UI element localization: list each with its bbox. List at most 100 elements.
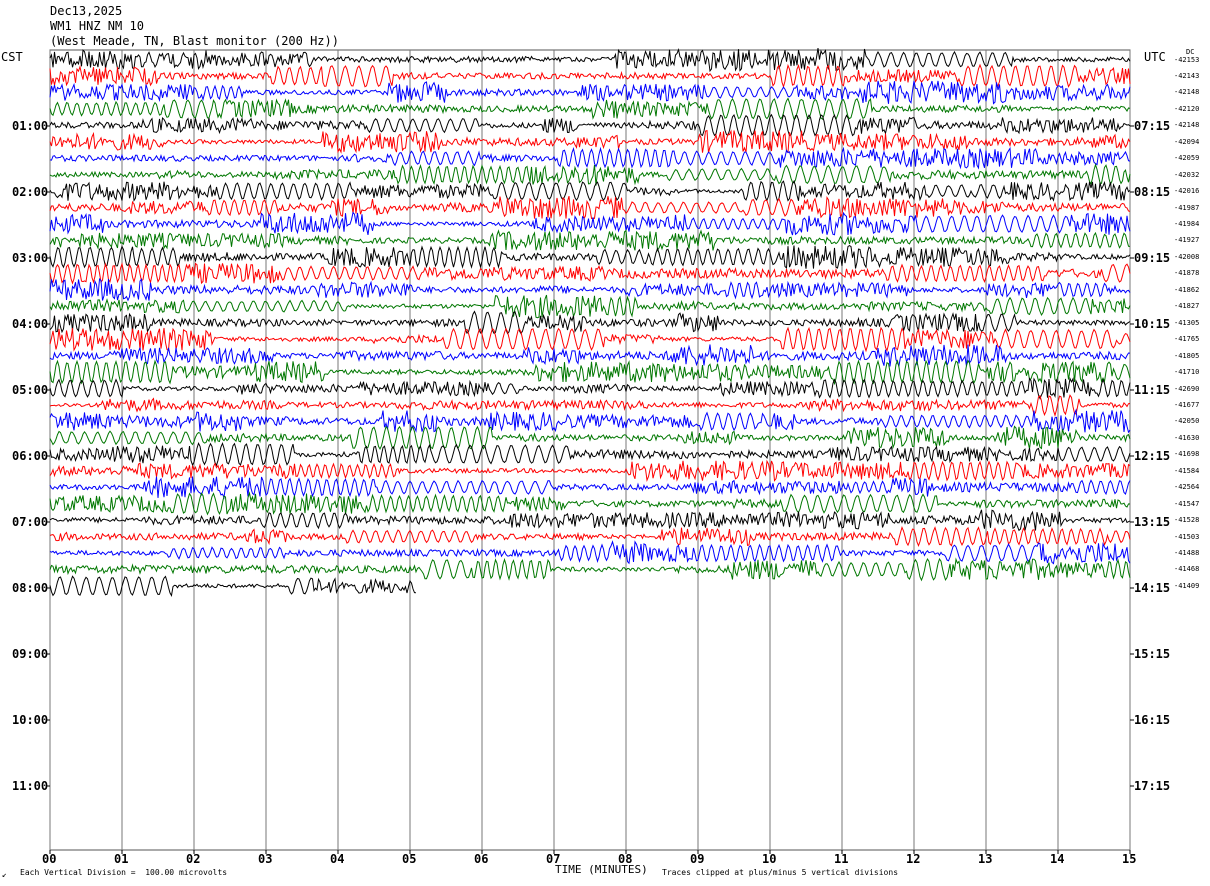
y-tick-label-left-8: 09:00 — [12, 647, 49, 661]
y-tick-label-right-5: 12:15 — [1134, 449, 1171, 463]
x-tick-group — [49, 850, 1131, 854]
x-tick-label-10: 10 — [762, 852, 777, 866]
trace-9 — [49, 179, 1131, 203]
trace-20 — [49, 359, 1131, 386]
trace-28 — [49, 491, 1131, 516]
y-tick-label-right-3: 10:15 — [1134, 317, 1171, 331]
dc-offset-11: -41984 — [1174, 220, 1200, 228]
trace-11 — [49, 211, 1131, 236]
y-tick-label-right-9: 16:15 — [1134, 713, 1171, 727]
dc-offset-17: -41305 — [1174, 318, 1200, 327]
y-tick-label-right-0: 07:15 — [1134, 119, 1171, 133]
y-tick-label-left-4: 05:00 — [12, 383, 49, 397]
trace-22 — [49, 394, 1131, 418]
x-tick-label-01: 01 — [114, 852, 129, 866]
dc-offset-4: -42120 — [1174, 104, 1200, 113]
trace-24 — [49, 425, 1131, 451]
dc-offset-30: -41503 — [1174, 532, 1200, 541]
x-tick-label-15: 15 — [1122, 852, 1137, 866]
dc-offset-22: -41677 — [1174, 400, 1200, 409]
trace-23 — [49, 408, 1131, 434]
x-tick-label-02: 02 — [186, 852, 201, 866]
trace-7 — [49, 146, 1131, 170]
dc-offset-7: -42059 — [1174, 154, 1200, 163]
y-tick-label-right-4: 11:15 — [1134, 383, 1171, 397]
y-tick-label-left-6: 07:00 — [12, 515, 49, 529]
dc-offset-28: -41547 — [1174, 499, 1200, 508]
clip-note: Traces clipped at plus/minus 5 vertical … — [662, 868, 899, 877]
y-tick-label-right-2: 09:15 — [1134, 251, 1171, 265]
x-tick-label-11: 11 — [834, 852, 849, 866]
trace-16 — [49, 294, 1131, 319]
trace-15 — [49, 278, 1131, 302]
dc-offset-18: -41765 — [1174, 335, 1200, 344]
y-tick-label-left-1: 02:00 — [12, 185, 49, 199]
dc-offset-23: -42050 — [1174, 417, 1200, 426]
x-tick-label-06: 06 — [474, 852, 489, 866]
dc-offset-9: -42016 — [1174, 187, 1200, 196]
dc-offset-1: -42153 — [1174, 55, 1200, 64]
dc-offset-3: -42148 — [1174, 88, 1200, 97]
trace-30 — [49, 526, 1131, 547]
y-tick-label-right-1: 08:15 — [1134, 185, 1171, 199]
dc-offset-21: -42690 — [1174, 384, 1200, 393]
trace-8 — [49, 163, 1131, 186]
dc-offset-5: -42148 — [1174, 121, 1200, 130]
trace-12 — [49, 229, 1131, 252]
dc-offset-29: -41528 — [1174, 516, 1200, 525]
dc-offset-33: -41409 — [1174, 581, 1200, 590]
x-tick-label-08: 08 — [618, 852, 633, 866]
x-tick-label-00: 00 — [42, 852, 57, 866]
trace-27 — [49, 476, 1131, 500]
dc-offset-20: -41710 — [1174, 368, 1200, 377]
trace-21 — [49, 376, 1131, 400]
y-tick-label-left-9: 10:00 — [12, 713, 49, 727]
y-tick-label-left-2: 03:00 — [12, 251, 49, 265]
x-tick-label-05: 05 — [402, 852, 417, 866]
dc-offset-12: -41927 — [1174, 236, 1200, 245]
dc-offset-19: -41805 — [1174, 351, 1200, 360]
trace-2 — [49, 63, 1131, 89]
trace-10 — [49, 195, 1131, 221]
trace-31 — [49, 540, 1131, 565]
trace-32 — [49, 557, 1131, 582]
y-tick-label-left-5: 06:00 — [12, 449, 49, 463]
trace-group — [49, 47, 1131, 597]
trace-25 — [49, 441, 1131, 467]
y-tick-label-left-0: 01:00 — [12, 119, 49, 133]
dc-offset-32: -41468 — [1174, 565, 1200, 574]
header-station: WM1 HNZ NM 10 — [50, 19, 144, 33]
dc-offset-13: -42008 — [1174, 252, 1200, 261]
y-tick-label-left-3: 04:00 — [12, 317, 49, 331]
x-tick-label-07: 07 — [546, 852, 561, 866]
trace-17 — [49, 310, 1131, 335]
y-tick-label-right-8: 15:15 — [1134, 647, 1171, 661]
trace-3 — [49, 80, 1131, 105]
dc-offset-31: -41488 — [1174, 549, 1200, 557]
right-axis-label: UTC — [1144, 50, 1166, 64]
x-tick-label-13: 13 — [978, 852, 993, 866]
dc-offset-27: -42564 — [1174, 483, 1200, 492]
x-tick-label-04: 04 — [330, 852, 345, 866]
y-tick-label-right-7: 14:15 — [1134, 581, 1171, 595]
trace-19 — [49, 344, 1131, 368]
scale-note: Each Vertical Division = 100.00 microvol… — [20, 868, 228, 877]
dc-offset-25: -41698 — [1174, 450, 1200, 459]
trace-6 — [49, 129, 1131, 154]
x-tick-label-03: 03 — [258, 852, 273, 866]
dc-offset-24: -41630 — [1174, 433, 1200, 442]
trace-13 — [49, 245, 1131, 269]
y-tick-label-right-10: 17:15 — [1134, 779, 1171, 793]
dc-offset-2: -42143 — [1174, 71, 1200, 80]
dc-label: DC — [1186, 48, 1195, 56]
dc-offset-14: -41878 — [1174, 269, 1200, 278]
trace-18 — [49, 326, 1131, 353]
y-tick-label-left-7: 08:00 — [12, 581, 49, 595]
x-tick-label-09: 09 — [690, 852, 705, 866]
trace-4 — [49, 97, 1131, 121]
dc-offset-8: -42032 — [1174, 170, 1200, 179]
dc-offset-26: -41584 — [1174, 466, 1200, 475]
trace-5 — [49, 113, 1131, 138]
dc-offset-15: -41862 — [1174, 285, 1200, 294]
